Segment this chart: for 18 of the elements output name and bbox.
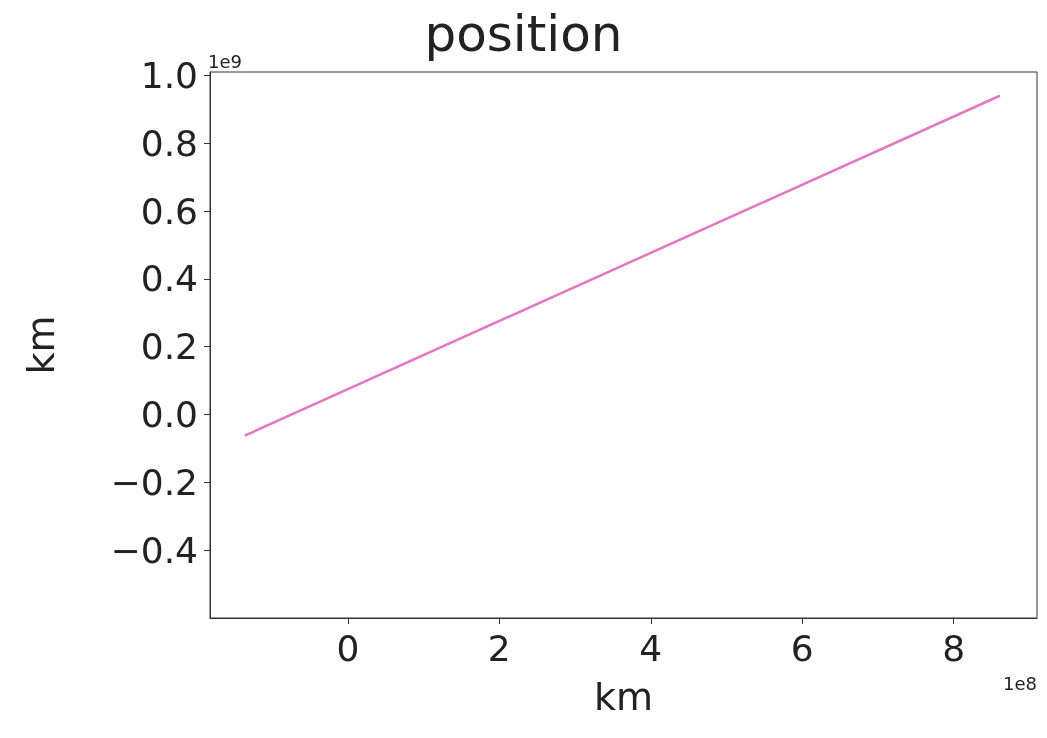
x-tick-label: 2 — [487, 627, 511, 669]
y-tick-label: 0.4 — [140, 258, 198, 300]
text: 1e8 — [1003, 672, 1038, 694]
y-tick-label: −0.2 — [110, 461, 198, 503]
text: 1e9 — [208, 50, 242, 72]
y-axis-title: km — [19, 315, 63, 375]
chart-title: position — [424, 5, 623, 63]
y-tick-label: 0.6 — [140, 190, 198, 232]
y-tick-label: 1.0 — [140, 54, 198, 96]
y-tick-label: −0.4 — [110, 529, 198, 571]
x-tick-label: 4 — [639, 627, 663, 669]
y-tick-label: 0.2 — [140, 326, 198, 368]
y-tick-label: 0.0 — [140, 394, 198, 436]
x-tick-label: 6 — [790, 627, 814, 669]
y-tick-label: 0.8 — [140, 122, 198, 164]
x-axis-title: km — [593, 675, 654, 719]
x-tick-label: 8 — [942, 627, 966, 669]
x-tick-label: 0 — [336, 627, 360, 669]
